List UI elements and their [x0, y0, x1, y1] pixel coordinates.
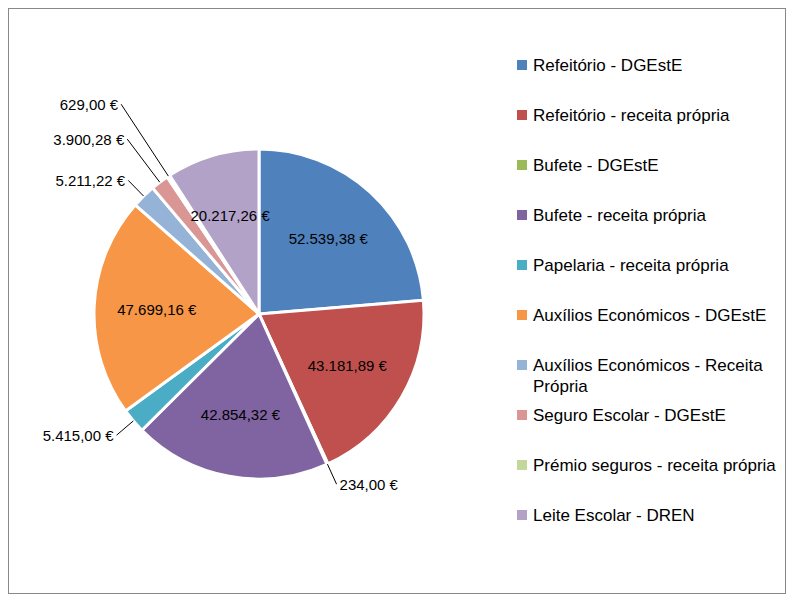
html-text:Bufete - receita própria: Bufete - receita própria: [533, 206, 706, 225]
svg-text:52.539,38 €: 52.539,38 €: [289, 230, 369, 247]
html-text:Auxílios Económicos - DGEstE: Auxílios Económicos - DGEstE: [533, 306, 767, 325]
html-text:Bufete - DGEstE: Bufete - DGEstE: [533, 156, 659, 175]
svg-text:234,00 €: 234,00 €: [340, 476, 399, 493]
svg-text:43.181,89 €: 43.181,89 €: [308, 357, 388, 374]
html-text:Leite Escolar - DREN: Leite Escolar - DREN: [533, 506, 695, 525]
html-text:Papelaria - receita própria: Papelaria - receita própria: [533, 256, 729, 275]
html-text:Refeitório - DGEstE: Refeitório - DGEstE: [533, 56, 683, 75]
html-text:Prémio seguros - receita própr: Prémio seguros - receita própria: [533, 456, 776, 475]
svg-text:5.211,22 €: 5.211,22 €: [55, 172, 125, 189]
html-text:Auxílios Económicos - Receita: Auxílios Económicos - Receita Própria: [533, 356, 763, 396]
svg-text:629,00 €: 629,00 €: [60, 96, 119, 113]
svg-text:5.415,00 €: 5.415,00 €: [43, 427, 115, 444]
html-text:Refeitório - receita própria: Refeitório - receita própria: [533, 106, 730, 125]
svg-text:3.900,28 €: 3.900,28 €: [53, 131, 125, 148]
svg-text:42.854,32 €: 42.854,32 €: [201, 406, 281, 423]
html-text:Seguro Escolar - DGEstE: Seguro Escolar - DGEstE: [533, 406, 726, 425]
svg-text:47.699,16 €: 47.699,16 €: [117, 301, 197, 318]
svg-text:20.217,26 €: 20.217,26 €: [190, 207, 270, 224]
